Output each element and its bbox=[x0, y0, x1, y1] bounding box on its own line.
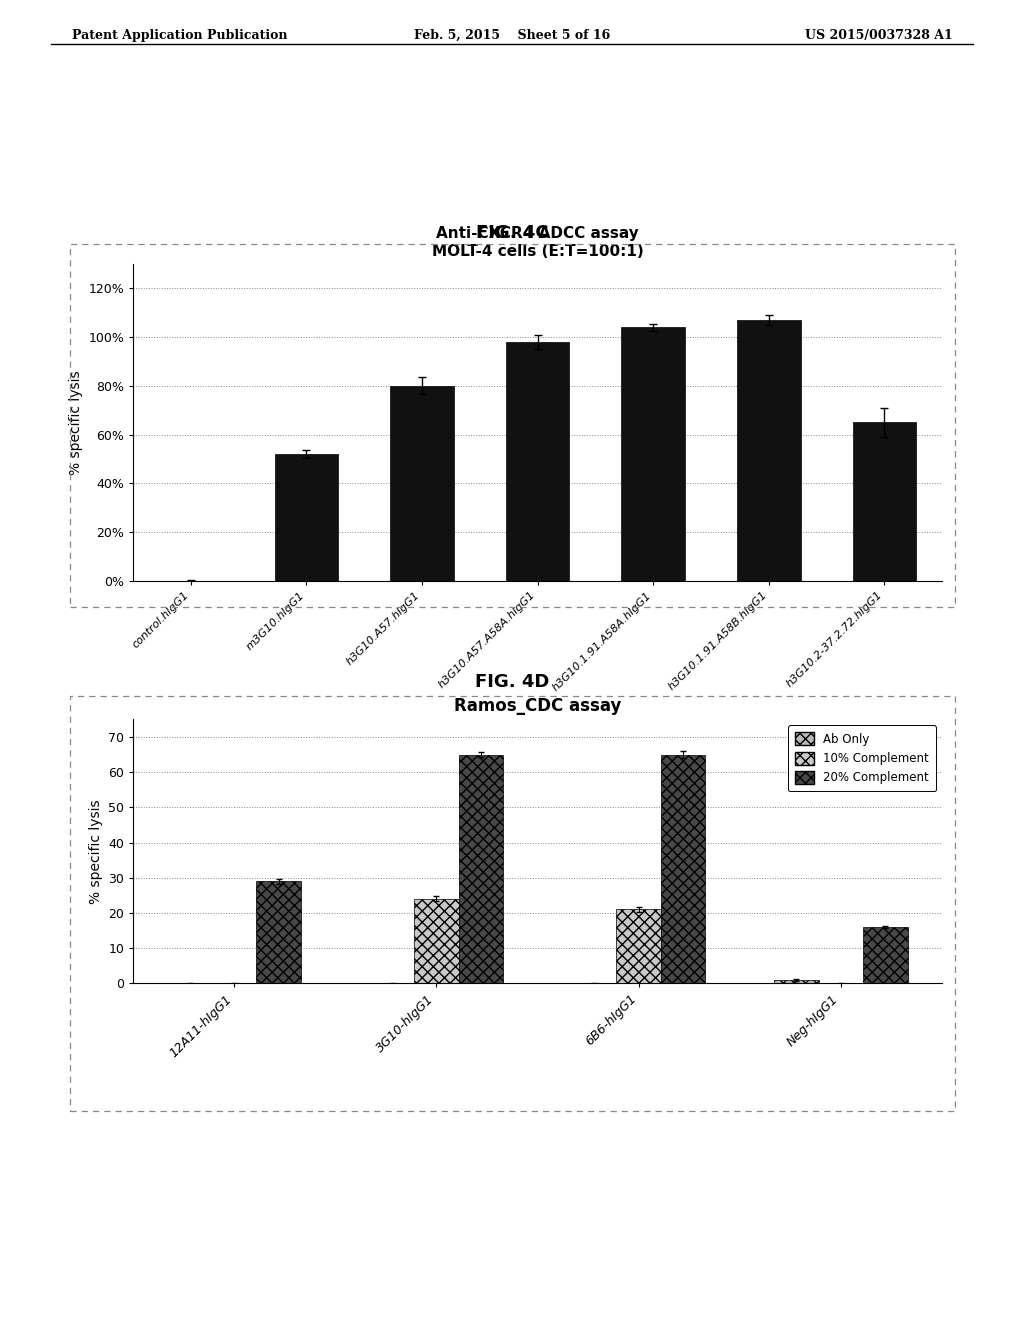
Text: Patent Application Publication: Patent Application Publication bbox=[72, 29, 287, 42]
Title: Anti-CXCR4 ADCC assay
MOLT-4 cells (E:T=100:1): Anti-CXCR4 ADCC assay MOLT-4 cells (E:T=… bbox=[432, 226, 643, 259]
Bar bbox=[853, 422, 916, 581]
Bar bbox=[616, 909, 660, 983]
Title: Ramos_CDC assay: Ramos_CDC assay bbox=[454, 697, 622, 715]
Bar bbox=[459, 755, 503, 983]
Text: FIG. 4D: FIG. 4D bbox=[475, 673, 549, 692]
Text: Feb. 5, 2015    Sheet 5 of 16: Feb. 5, 2015 Sheet 5 of 16 bbox=[414, 29, 610, 42]
Text: FIG. 4C: FIG. 4C bbox=[476, 224, 548, 243]
Bar bbox=[274, 454, 338, 581]
Bar bbox=[660, 755, 706, 983]
Bar bbox=[774, 979, 819, 983]
Y-axis label: % specific lysis: % specific lysis bbox=[88, 799, 102, 904]
Bar bbox=[863, 927, 907, 983]
Text: US 2015/0037328 A1: US 2015/0037328 A1 bbox=[805, 29, 952, 42]
Bar bbox=[737, 319, 801, 581]
Bar bbox=[390, 385, 454, 581]
Legend: Ab Only, 10% Complement, 20% Complement: Ab Only, 10% Complement, 20% Complement bbox=[787, 725, 936, 792]
Bar bbox=[506, 342, 569, 581]
Bar bbox=[415, 899, 459, 983]
Bar bbox=[256, 882, 301, 983]
Bar bbox=[622, 327, 685, 581]
Y-axis label: % specific lysis: % specific lysis bbox=[69, 370, 83, 475]
